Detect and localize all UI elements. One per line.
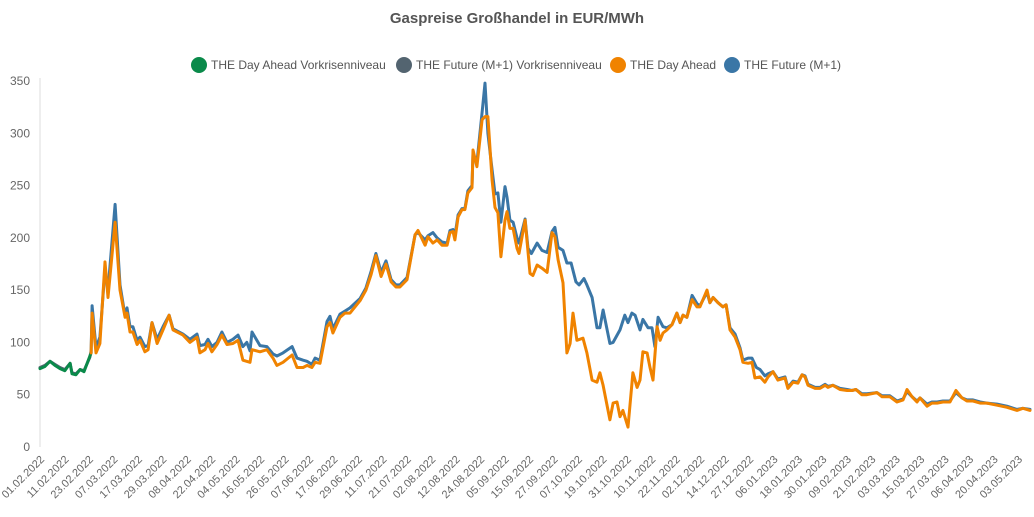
legend-label: THE Future (M+1)	[744, 58, 841, 72]
y-tick-label: 100	[10, 335, 30, 349]
legend-marker-icon	[724, 57, 740, 73]
series-lines	[38, 81, 1032, 429]
legend-item-day-ahead[interactable]: THE Day Ahead	[610, 57, 716, 73]
series-line-the-day-ahead	[89, 115, 1032, 429]
x-axis-ticks: 01.02.202211.02.202223.02.202207.03.2022…	[0, 454, 1025, 501]
legend-item-day-ahead-vorkrisenniveau[interactable]: THE Day Ahead Vorkrisenniveau	[191, 57, 386, 73]
y-tick-label: 50	[17, 388, 31, 402]
legend-marker-icon	[396, 57, 412, 73]
legend-label: THE Day Ahead	[630, 58, 716, 72]
y-tick-label: 0	[23, 440, 30, 454]
chart-title: Gaspreise Großhandel in EUR/MWh	[390, 10, 644, 27]
legend-label: THE Day Ahead Vorkrisenniveau	[211, 58, 386, 72]
y-tick-label: 250	[10, 179, 30, 193]
series-line-the-future-m-1	[89, 81, 1032, 411]
y-tick-label: 200	[10, 231, 30, 245]
y-tick-label: 300	[10, 126, 30, 140]
legend-item-future-vorkrisenniveau[interactable]: THE Future (M+1) Vorkrisenniveau	[396, 57, 602, 73]
y-axis-ticks: 0 50 100 150 200 250 300 350	[10, 74, 30, 454]
series-line-the-day-ahead-vorkrisenniveau	[38, 351, 93, 377]
legend-item-future[interactable]: THE Future (M+1)	[724, 57, 841, 73]
legend-marker-icon	[191, 57, 207, 73]
legend: THE Day Ahead Vorkrisenniveau THE Future…	[191, 57, 841, 73]
legend-marker-icon	[610, 57, 626, 73]
y-tick-label: 150	[10, 283, 30, 297]
y-tick-label: 350	[10, 74, 30, 88]
legend-label: THE Future (M+1) Vorkrisenniveau	[416, 58, 602, 72]
